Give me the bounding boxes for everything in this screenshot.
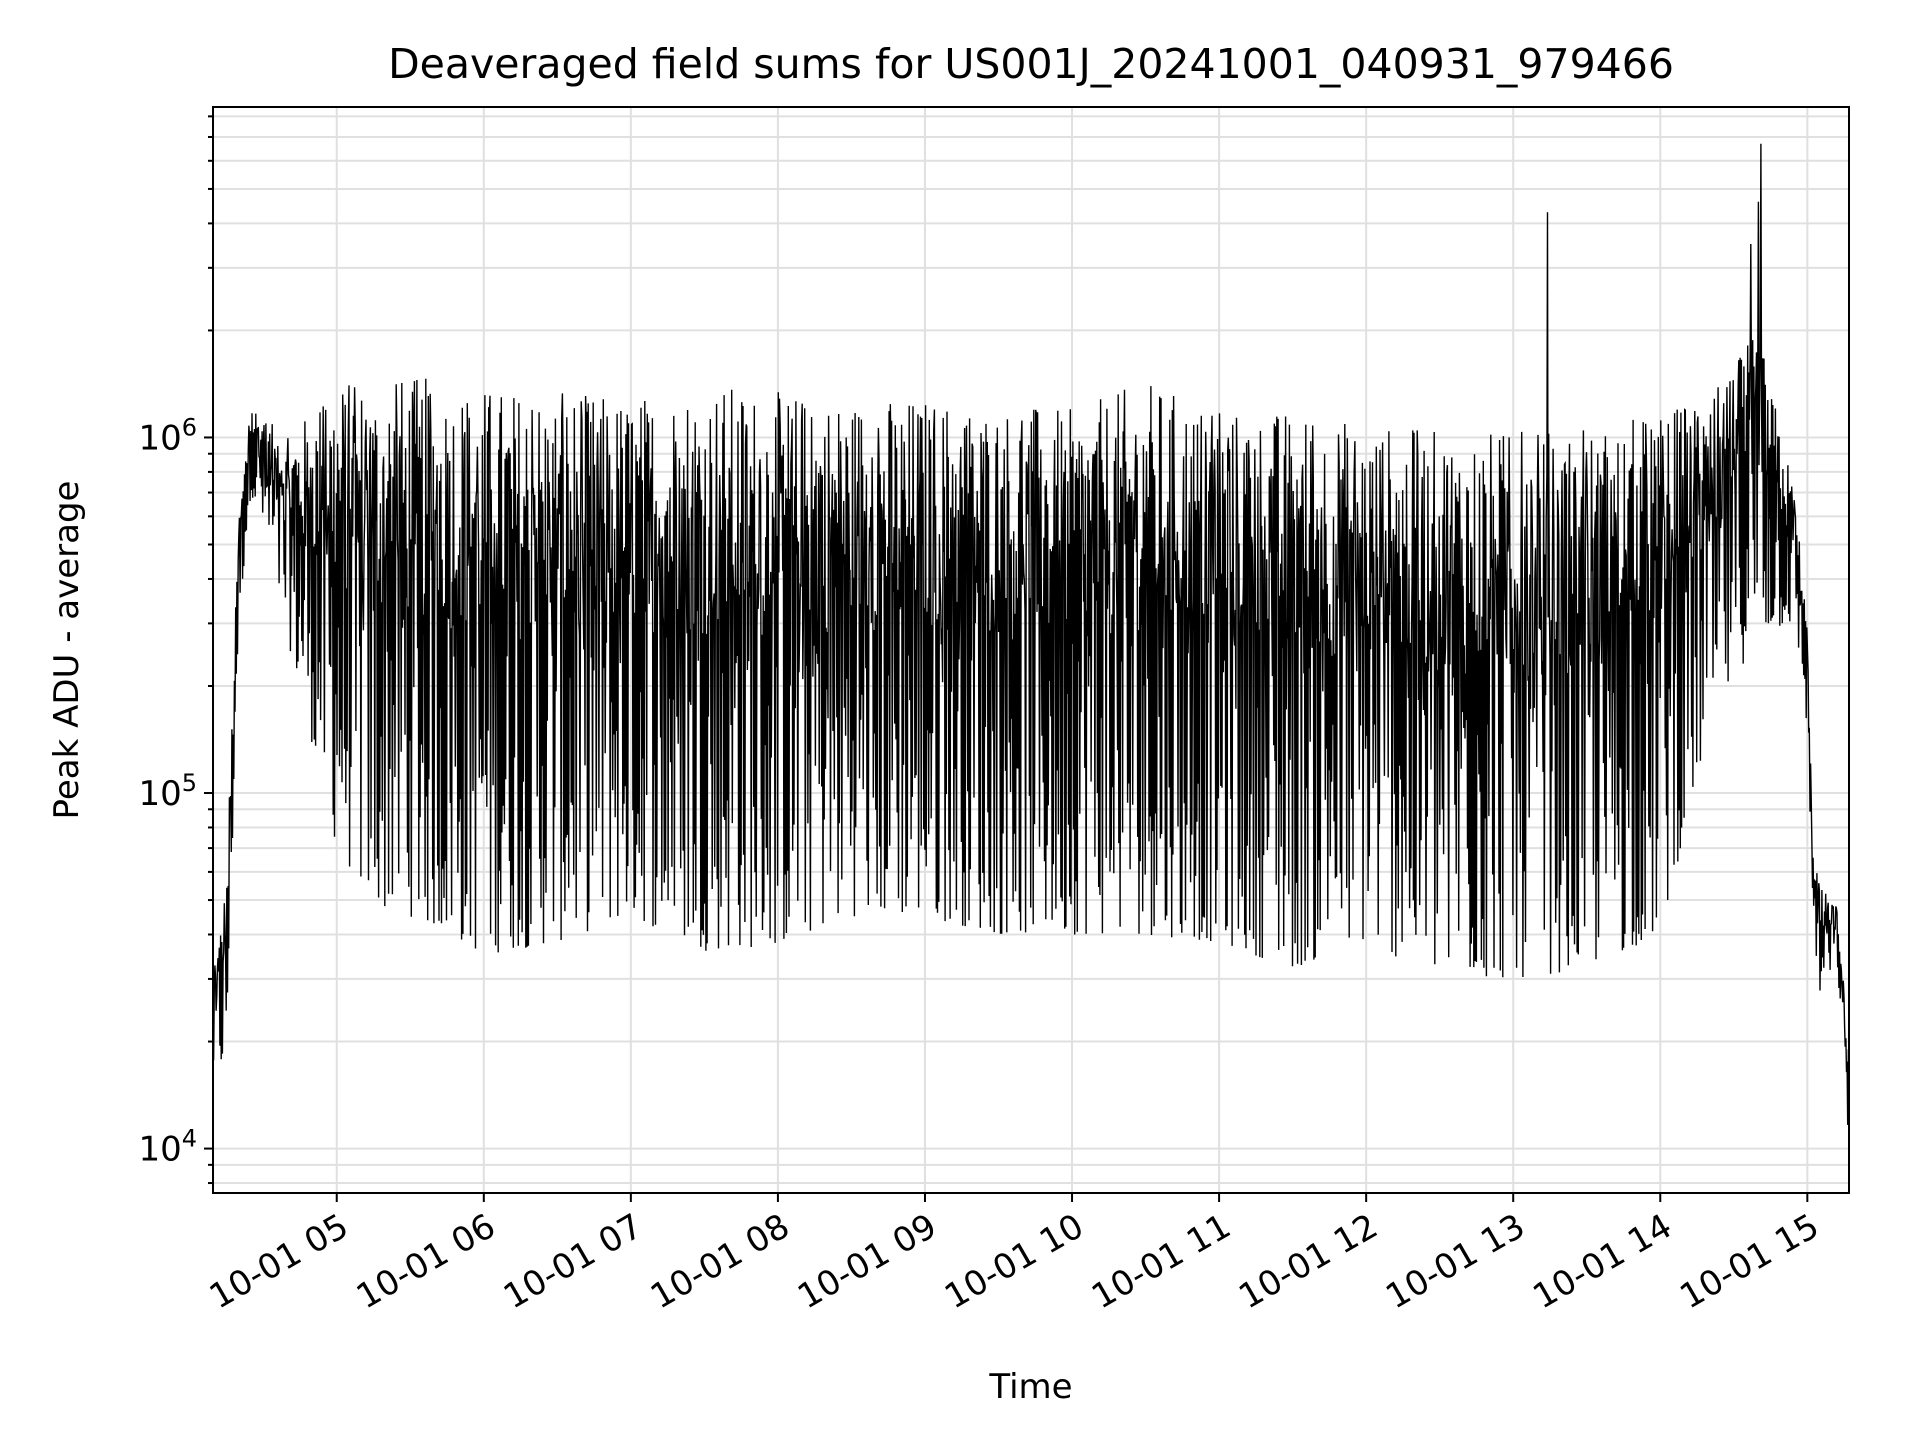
chart-title: Deaveraged field sums for US001J_2024100… (388, 40, 1674, 88)
x-tick-label: 10-01 07 (497, 1206, 649, 1317)
y-tick-label: 104 (138, 1125, 197, 1170)
x-tick-label: 10-01 05 (203, 1206, 355, 1317)
y-tick-label: 105 (138, 769, 197, 814)
x-tick-label: 10-01 11 (1085, 1206, 1237, 1317)
x-tick-label: 10-01 06 (350, 1206, 502, 1317)
x-axis-label: Time (988, 1367, 1072, 1407)
x-tick-label: 10-01 15 (1673, 1206, 1825, 1317)
series-line-layer (212, 143, 1850, 1125)
x-tick-label: 10-01 14 (1526, 1206, 1678, 1317)
x-tick-label: 10-01 13 (1379, 1206, 1531, 1317)
y-axis-label: Peak ADU - average (47, 481, 87, 820)
x-tick-label: 10-01 08 (644, 1206, 796, 1317)
x-tick-label: 10-01 10 (938, 1206, 1090, 1317)
y-tick-label: 106 (138, 413, 197, 458)
plot-frame (212, 106, 1850, 1194)
x-tick-label: 10-01 12 (1232, 1206, 1384, 1317)
series-line (212, 143, 1850, 1125)
x-tick-label: 10-01 09 (791, 1206, 943, 1317)
